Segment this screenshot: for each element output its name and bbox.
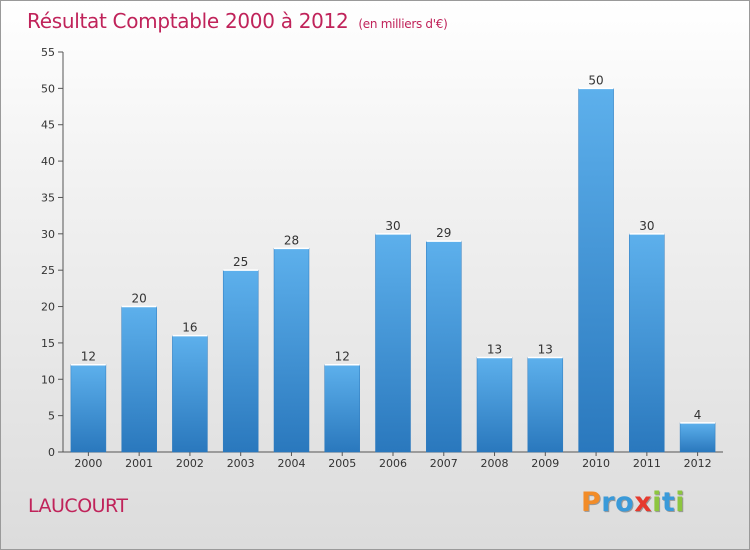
x-tick-label: 2007 [430,457,458,470]
x-tick-label: 2011 [633,457,661,470]
y-tick-label: 5 [48,410,55,423]
bar-value-label: 50 [588,73,603,87]
x-tick-label: 2000 [74,457,102,470]
chart-title-text: Résultat Comptable 2000 à 2012 [27,9,349,33]
chart-labels: 12 2000 20 2001 16 2002 25 2003 28 2004 12 2005 30 20… [74,73,711,470]
x-tick-label: 2004 [277,457,305,470]
y-tick-label: 45 [41,119,55,132]
bar [324,364,360,453]
bar-value-label: 12 [81,350,96,364]
logo-letter: o [615,487,635,518]
logo-letter: i [652,487,662,518]
y-tick-label: 25 [41,264,55,277]
bar-value-label: 20 [132,292,147,306]
bar [527,357,564,453]
bar-value-label: 29 [436,226,451,240]
bar-value-label: 13 [538,342,553,356]
bar [578,88,614,453]
bar [70,364,107,453]
bar [172,335,208,453]
y-tick-label: 35 [41,191,55,204]
x-tick-label: 2008 [481,457,509,470]
y-tick-label: 15 [41,337,55,350]
x-tick-label: 2012 [684,457,712,470]
commune-name: LAUCOURT [28,495,128,517]
bar-value-label: 25 [233,255,248,269]
x-tick-label: 2001 [125,457,153,470]
y-tick-label: 10 [41,373,55,386]
bar-value-label: 4 [694,408,702,422]
logo-letter: i [675,487,686,518]
chart-title: Résultat Comptable 2000 à 2012 (en millie… [27,9,448,33]
x-tick-label: 2009 [531,457,559,470]
bar [222,269,259,453]
bar [476,357,513,453]
bar [679,422,716,453]
chart-subtitle: (en milliers d'€) [358,17,448,31]
logo-letter: t [661,487,676,518]
y-tick-label: 30 [41,228,55,241]
bar [121,306,157,453]
bar-value-label: 12 [335,350,350,364]
bar [629,233,665,453]
bar-value-label: 16 [182,321,197,335]
bar-value-label: 13 [487,342,502,356]
x-tick-label: 2010 [582,457,610,470]
y-tick-label: 40 [41,155,55,168]
bar [375,233,411,453]
y-tick-label: 20 [41,301,55,314]
proxiti-logo: Proxiti [581,487,685,518]
x-tick-label: 2006 [379,457,407,470]
chart-bars [70,87,716,453]
logo-letter: r [601,487,616,518]
logo-letter: x [634,487,653,518]
bar-value-label: 30 [639,219,654,233]
y-tick-label: 0 [48,446,55,459]
y-tick-label: 50 [41,82,55,95]
bar [426,240,462,453]
bar [273,248,310,453]
y-tick-label: 55 [41,46,55,59]
logo-letter: P [581,487,602,518]
bar-value-label: 28 [284,233,299,247]
x-tick-label: 2003 [227,457,255,470]
x-tick-label: 2005 [328,457,356,470]
x-tick-label: 2002 [176,457,204,470]
bar-value-label: 30 [385,219,400,233]
